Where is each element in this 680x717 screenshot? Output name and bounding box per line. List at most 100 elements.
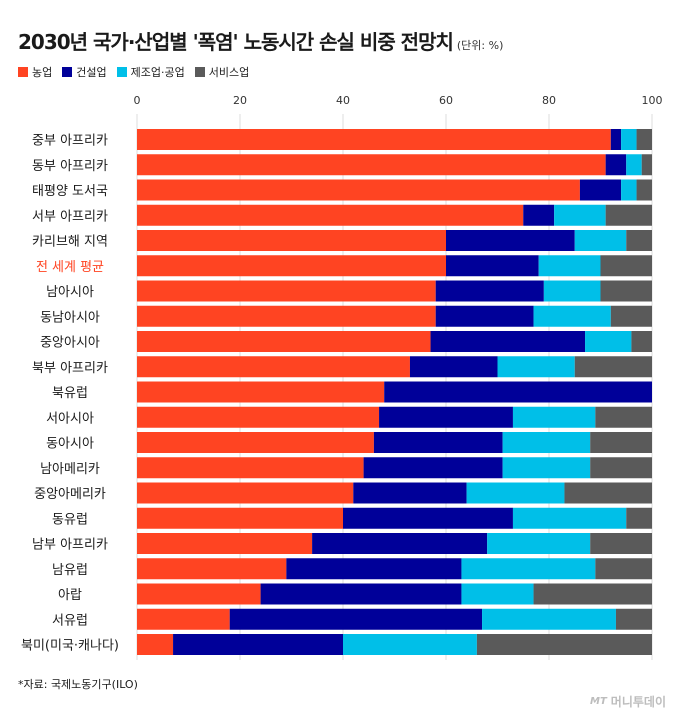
bar-segment [533,583,652,605]
bar-segment [595,558,652,580]
bar-segment [543,280,601,302]
bar-segment [137,356,410,378]
category-label: 전 세계 평균 [36,260,104,275]
bar-segment [574,230,627,251]
bar-segment [435,280,544,302]
bar-segment [137,558,287,580]
bar-segment [446,255,539,277]
category-label: 동아시아 [46,437,94,452]
bar-segment [497,356,575,378]
bar-segment [137,482,354,504]
bar-segment [533,305,611,327]
brand-logo: MT 머니투데이 [590,693,666,710]
bar-segment [615,608,652,630]
bar-segment [137,608,230,630]
bar-segment [600,280,652,302]
category-label: 남유럽 [52,563,88,578]
bar-segment [523,204,555,226]
bar-segment [343,634,477,655]
x-tick-label: 100 [642,94,663,107]
category-label: 남아메리카 [40,462,100,477]
category-label: 서부 아프리카 [32,209,108,224]
bar-segment [312,533,488,554]
bar-segment [363,457,503,479]
bar-segment [137,634,174,655]
bar-segment [512,406,596,428]
category-label: 북부 아프리카 [32,361,108,376]
bar-segment [554,204,606,226]
bar-segment [595,406,652,428]
x-tick-label: 20 [233,94,247,107]
bar-segment [229,608,483,630]
bar-segment [137,129,611,150]
bar-segment [621,129,637,150]
bar-segment [636,179,652,201]
category-label: 남아시아 [46,285,94,300]
category-label: 중앙아시아 [40,336,100,351]
bar-segment [137,457,364,479]
legend-label-services: 서비스업 [208,66,250,79]
category-label: 중앙아메리카 [34,487,106,502]
bar-segment [461,583,534,605]
bar-segment [137,154,606,176]
category-label: 북유럽 [52,386,88,401]
unit-label: (단위: %) [456,39,504,52]
bar-segment [137,305,436,327]
bar-segment [641,154,652,176]
bar-segment [502,457,591,479]
bar-segment [137,179,580,201]
bar-segment [512,507,627,529]
bar-segment [590,533,652,554]
category-label: 동부 아프리카 [32,159,108,174]
category-label: 동남아시아 [40,310,100,325]
bar-segment [435,305,534,327]
bar-segment [137,406,380,428]
category-label: 서유럽 [52,613,88,628]
legend-swatch-agriculture [18,67,28,77]
bar-segment [384,381,652,403]
legend-label-manufacturing: 제조업·공업 [130,66,185,79]
bar-segment [137,533,313,554]
bar-segment [353,482,467,504]
bar-segment [137,204,524,226]
category-label: 카리브해 지역 [32,235,108,250]
category-label: 동유럽 [52,512,88,527]
bar-segment [137,507,343,529]
bar-segment [137,381,385,403]
bar-segment [605,154,627,176]
bar-segment [626,507,652,529]
legend-label-construction: 건설업 [76,66,107,79]
x-tick-label: 40 [336,94,350,107]
legend-item-manufacturing: 제조업·공업 [116,64,185,80]
bar-segment [538,255,601,277]
category-label: 북미(미국·캐나다) [21,639,119,654]
bar-segment [605,204,652,226]
bar-segment [466,482,565,504]
bar-segment [636,129,652,150]
legend-swatch-services [194,67,205,77]
bar-segment [487,533,591,554]
chart-title: 2030년 국가·산업별 '폭염' 노동시간 손실 비중 전망치 [18,30,454,54]
bar-segment [446,230,575,251]
category-label: 중부 아프리카 [32,134,108,149]
x-tick-label: 60 [439,94,453,107]
bar-segment [482,608,616,630]
title-row: 2030년 국가·산업별 '폭염' 노동시간 손실 비중 전망치 (단위: %) [18,26,503,55]
bar-segment [626,154,642,176]
bar-segment [137,432,374,453]
bar-segment [502,432,591,453]
legend-swatch-manufacturing [116,67,127,77]
bar-segment [137,230,446,251]
bar-segment [379,406,513,428]
category-label: 아랍 [58,588,82,603]
bar-segment [631,331,652,352]
legend-item-construction: 건설업 [62,64,107,80]
bar-segment [137,583,261,605]
source-note: *자료: 국제노동기구(ILO) [18,678,138,691]
legend-label-agriculture: 농업 [32,66,53,79]
bar-segment [579,179,622,201]
brand-name: 머니투데이 [610,695,666,709]
bar-segment [621,179,637,201]
bar-segment [626,230,652,251]
bar-segment [600,255,652,277]
